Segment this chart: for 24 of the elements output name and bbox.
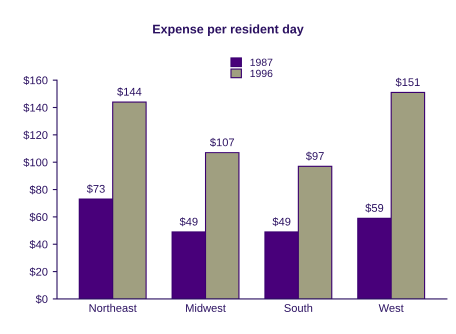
data-label: $107 [210, 138, 234, 147]
y-tick-label: $120 [23, 130, 48, 140]
x-tick-label: West [378, 304, 404, 312]
data-label: $49 [180, 217, 198, 226]
data-label: $59 [365, 204, 384, 213]
x-tick-label: Northeast [90, 304, 137, 312]
x-tick-label: Midwest [186, 304, 226, 312]
y-tick-label: $20 [30, 267, 48, 276]
legend-label: 1996 [250, 70, 272, 78]
y-tick-label: $160 [23, 76, 48, 85]
legend-label: 1987 [250, 58, 272, 66]
data-label: $49 [272, 217, 290, 226]
x-tick-label: South [284, 304, 312, 312]
y-tick-label: $140 [23, 103, 48, 112]
chart-title: Expense per resident day [153, 24, 304, 36]
data-label: $144 [117, 87, 142, 96]
data-label: $73 [86, 184, 105, 194]
y-tick-label: $80 [30, 185, 48, 194]
y-tick-label: $100 [23, 158, 48, 167]
data-label: $97 [306, 152, 324, 161]
y-tick-label: $40 [30, 240, 48, 250]
y-tick-label: $60 [30, 212, 48, 222]
y-tick-label: $0 [36, 294, 48, 304]
data-label: $151 [396, 78, 420, 87]
